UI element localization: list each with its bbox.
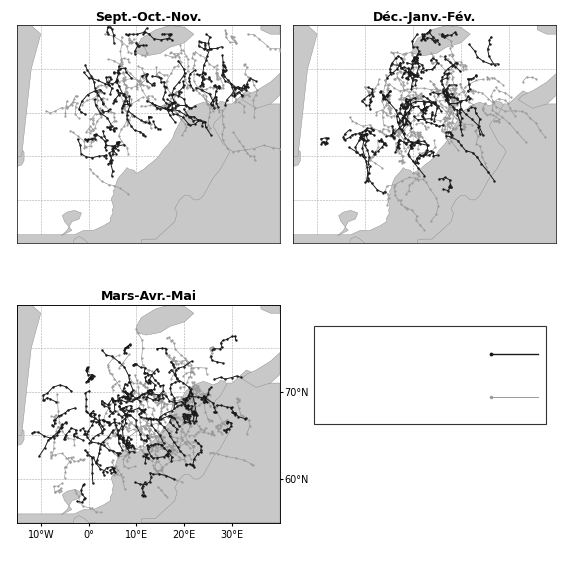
Polygon shape xyxy=(242,73,280,108)
Polygon shape xyxy=(141,370,280,523)
Polygon shape xyxy=(141,91,280,244)
Polygon shape xyxy=(293,101,556,244)
Polygon shape xyxy=(17,101,280,244)
Polygon shape xyxy=(0,422,24,450)
Title: Sept.-Oct.-Nov.: Sept.-Oct.-Nov. xyxy=(95,11,202,24)
Polygon shape xyxy=(62,516,97,558)
Polygon shape xyxy=(61,210,81,236)
Polygon shape xyxy=(17,25,41,157)
Polygon shape xyxy=(418,91,556,244)
Polygon shape xyxy=(293,25,317,157)
Title: Mars-Avr.-Mai: Mars-Avr.-Mai xyxy=(101,290,197,303)
Polygon shape xyxy=(339,237,374,279)
Polygon shape xyxy=(242,353,280,388)
Polygon shape xyxy=(62,237,97,279)
Polygon shape xyxy=(137,25,194,56)
Text: De l’hiver 1999/2000 à l’hiver 2005/2006: De l’hiver 1999/2000 à l’hiver 2005/2006 xyxy=(328,349,500,358)
Title: Déc.-Janv.-Fév.: Déc.-Janv.-Fév. xyxy=(373,11,477,24)
FancyBboxPatch shape xyxy=(314,327,546,424)
Polygon shape xyxy=(17,380,280,523)
Polygon shape xyxy=(261,305,280,313)
Text: De l’hiver 2006/2007 à l’hiver 2012/2013: De l’hiver 2006/2007 à l’hiver 2012/2013 xyxy=(328,393,500,402)
Polygon shape xyxy=(537,25,556,34)
Polygon shape xyxy=(61,489,81,515)
Polygon shape xyxy=(338,210,358,236)
Polygon shape xyxy=(248,143,300,171)
Polygon shape xyxy=(137,305,194,335)
Polygon shape xyxy=(17,305,41,436)
Polygon shape xyxy=(261,25,280,34)
Polygon shape xyxy=(413,25,470,56)
Polygon shape xyxy=(518,73,556,108)
Polygon shape xyxy=(0,143,24,171)
